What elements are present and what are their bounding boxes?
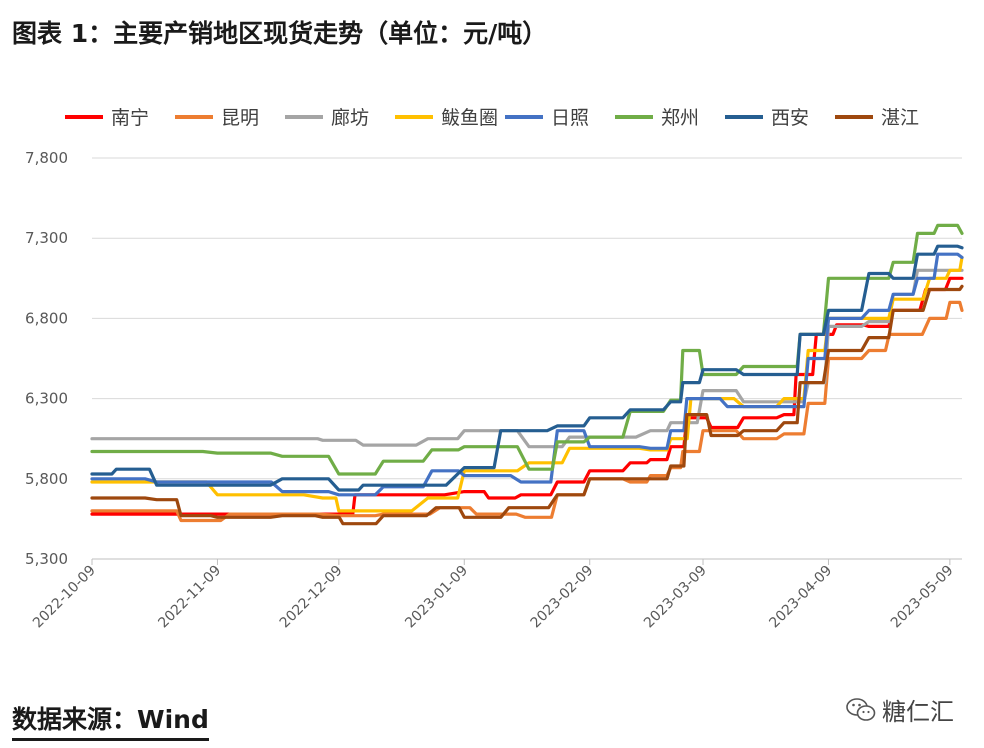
legend-label: 昆明	[221, 107, 259, 129]
wechat-icon	[846, 697, 876, 721]
x-tick-label: 2022-12-09	[277, 563, 346, 632]
legend-label: 廊坊	[331, 107, 369, 129]
y-tick-label: 7,800	[25, 149, 68, 167]
x-tick-label: 2023-02-09	[528, 563, 597, 632]
x-tick-label: 2022-11-09	[155, 563, 224, 632]
y-tick-label: 7,300	[25, 229, 68, 247]
chart-legend: 南宁 昆明 廊坊 鲅鱼圈 日照 郑州 西安 湛江	[65, 107, 919, 129]
series-line-4	[90, 252, 964, 497]
legend-label: 日照	[551, 107, 589, 129]
data-source: 数据来源：Wind	[12, 700, 209, 741]
legend-label: 鲅鱼圈	[441, 107, 498, 129]
series-line-7	[90, 284, 964, 526]
x-tick-label: 2022-10-09	[30, 563, 99, 632]
watermark: 糖仁汇	[846, 692, 954, 727]
y-tick-label: 6,800	[25, 309, 68, 327]
x-tick-label: 2023-05-09	[888, 563, 957, 632]
series-line-6	[90, 244, 964, 492]
x-tick-label: 2023-01-09	[402, 563, 471, 632]
x-tick-label: 2023-04-09	[766, 563, 835, 632]
legend-label: 西安	[771, 107, 809, 129]
y-axis: 5,300 5,800 6,300 6,800 7,300 7,800	[25, 149, 68, 568]
watermark-text: 糖仁汇	[882, 698, 954, 726]
x-axis: 2022-10-09 2022-11-09 2022-12-09 2023-01-09…	[30, 558, 962, 632]
y-tick-label: 6,300	[25, 390, 68, 408]
series-lines	[90, 223, 964, 526]
x-tick-label: 2023-03-09	[641, 563, 710, 632]
legend-label: 郑州	[661, 107, 699, 129]
line-chart: 南宁 昆明 廊坊 鲅鱼圈 日照 郑州 西安 湛江 5,300 5,800 6,300 6,800 7,…	[25, 107, 964, 632]
legend-label: 南宁	[111, 107, 149, 129]
chart-title: 图表 1：主要产销地区现货走势（单位：元/吨）	[12, 19, 548, 48]
y-tick-label: 5,800	[25, 470, 68, 488]
series-line-3	[90, 255, 964, 513]
y-tick-label: 5,300	[25, 550, 68, 568]
legend-label: 湛江	[881, 107, 919, 129]
